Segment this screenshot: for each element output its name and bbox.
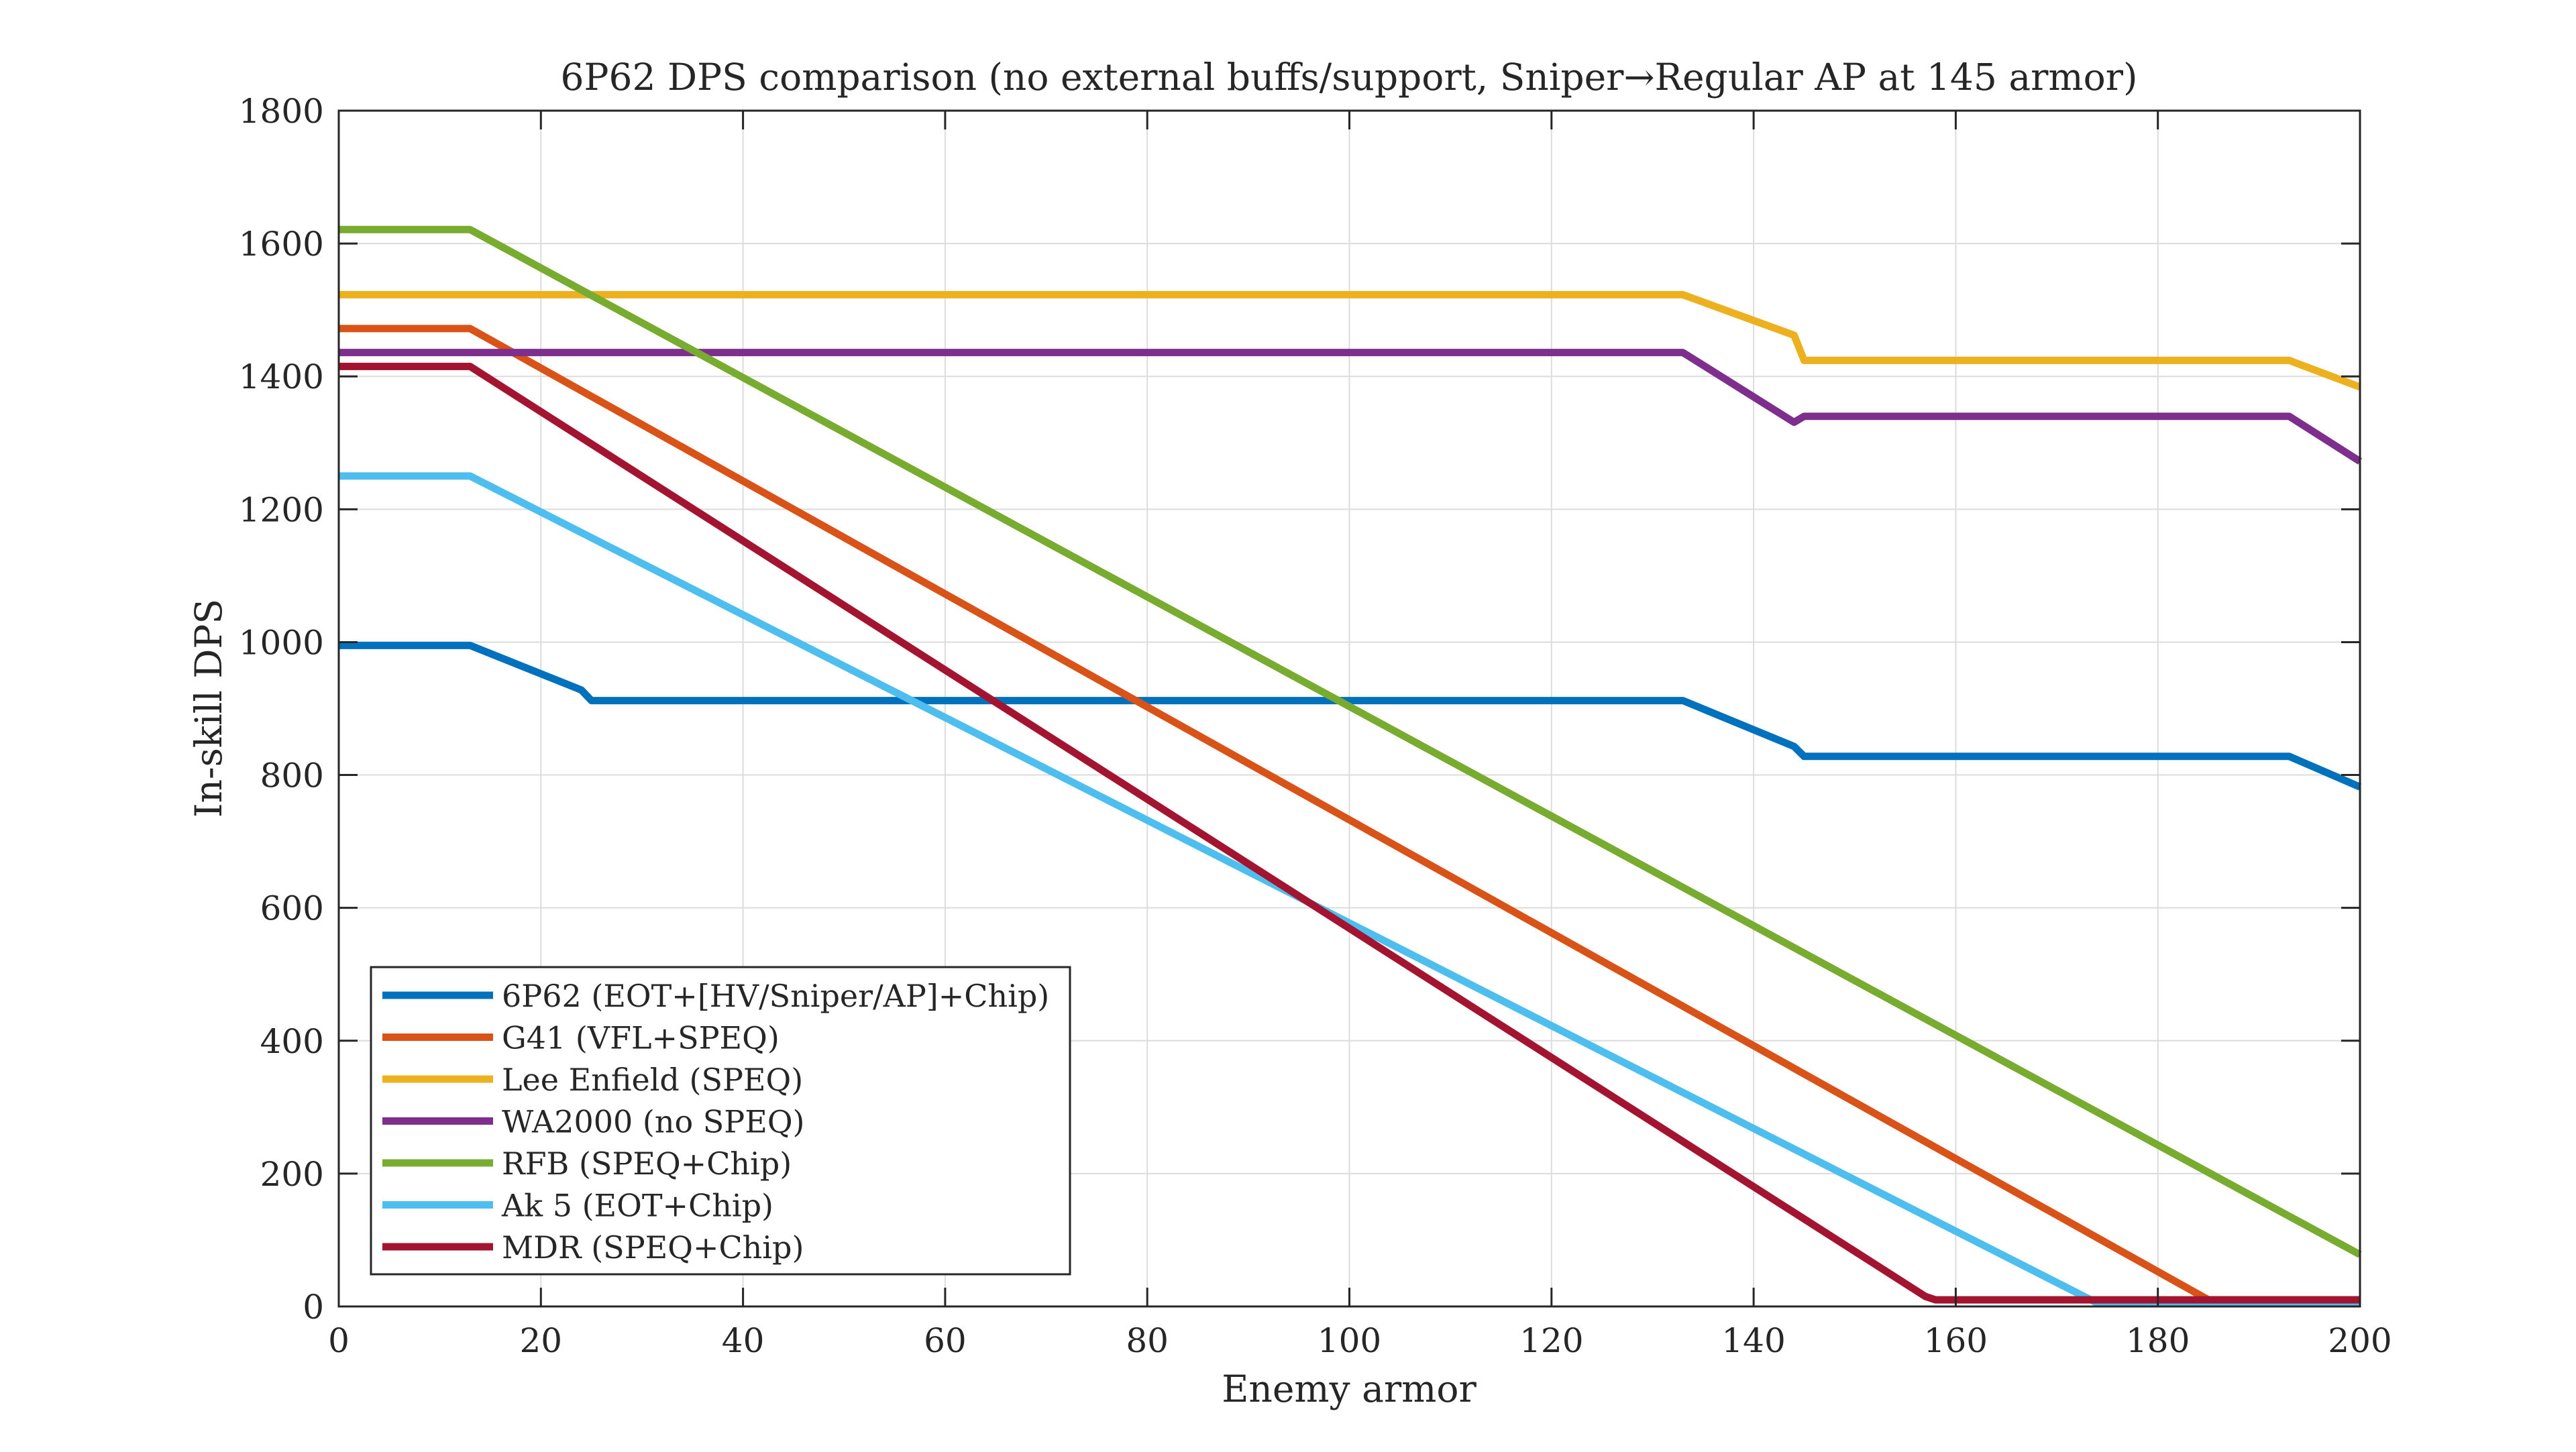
x-tick-label: 180 xyxy=(2126,1321,2190,1360)
x-tick-label: 160 xyxy=(1924,1321,1988,1360)
x-tick-label: 40 xyxy=(722,1321,765,1360)
x-tick-label: 20 xyxy=(519,1321,562,1360)
x-tick-label: 100 xyxy=(1318,1321,1381,1360)
legend-label: Lee Enfield (SPEQ) xyxy=(502,1062,803,1098)
x-tick-label: 80 xyxy=(1126,1321,1169,1360)
y-tick-label: 1600 xyxy=(239,225,324,264)
y-tick-label: 400 xyxy=(260,1022,324,1061)
y-axis-label: In-skill DPS xyxy=(187,599,230,818)
legend-label: RFB (SPEQ+Chip) xyxy=(502,1146,792,1182)
x-tick-label: 0 xyxy=(328,1321,350,1360)
legend: 6P62 (EOT+[HV/Sniper/AP]+Chip) G41 (VFL+S… xyxy=(371,967,1070,1274)
legend-label: Ak 5 (EOT+Chip) xyxy=(501,1188,773,1224)
y-tick-label: 0 xyxy=(303,1288,324,1327)
y-tick-label: 1400 xyxy=(239,357,324,396)
y-tick-label: 1800 xyxy=(239,92,324,131)
y-tick-label: 1000 xyxy=(239,623,324,662)
chart-title: 6P62 DPS comparison (no external buffs/s… xyxy=(561,56,2138,99)
x-axis-label: Enemy armor xyxy=(1222,1367,1477,1410)
y-tick-label: 800 xyxy=(260,757,324,795)
y-tick-label: 1200 xyxy=(239,490,324,529)
legend-label: 6P62 (EOT+[HV/Sniper/AP]+Chip) xyxy=(502,978,1049,1014)
legend-label: MDR (SPEQ+Chip) xyxy=(502,1229,804,1266)
y-tick-label: 200 xyxy=(260,1155,324,1194)
x-tick-label: 200 xyxy=(2328,1321,2392,1360)
x-tick-label: 140 xyxy=(1721,1321,1785,1360)
legend-label: G41 (VFL+SPEQ) xyxy=(502,1020,780,1056)
y-tick-label: 600 xyxy=(260,889,324,928)
legend-label: WA2000 (no SPEQ) xyxy=(502,1104,805,1140)
x-tick-label: 60 xyxy=(924,1321,967,1360)
x-tick-label: 120 xyxy=(1519,1321,1583,1360)
